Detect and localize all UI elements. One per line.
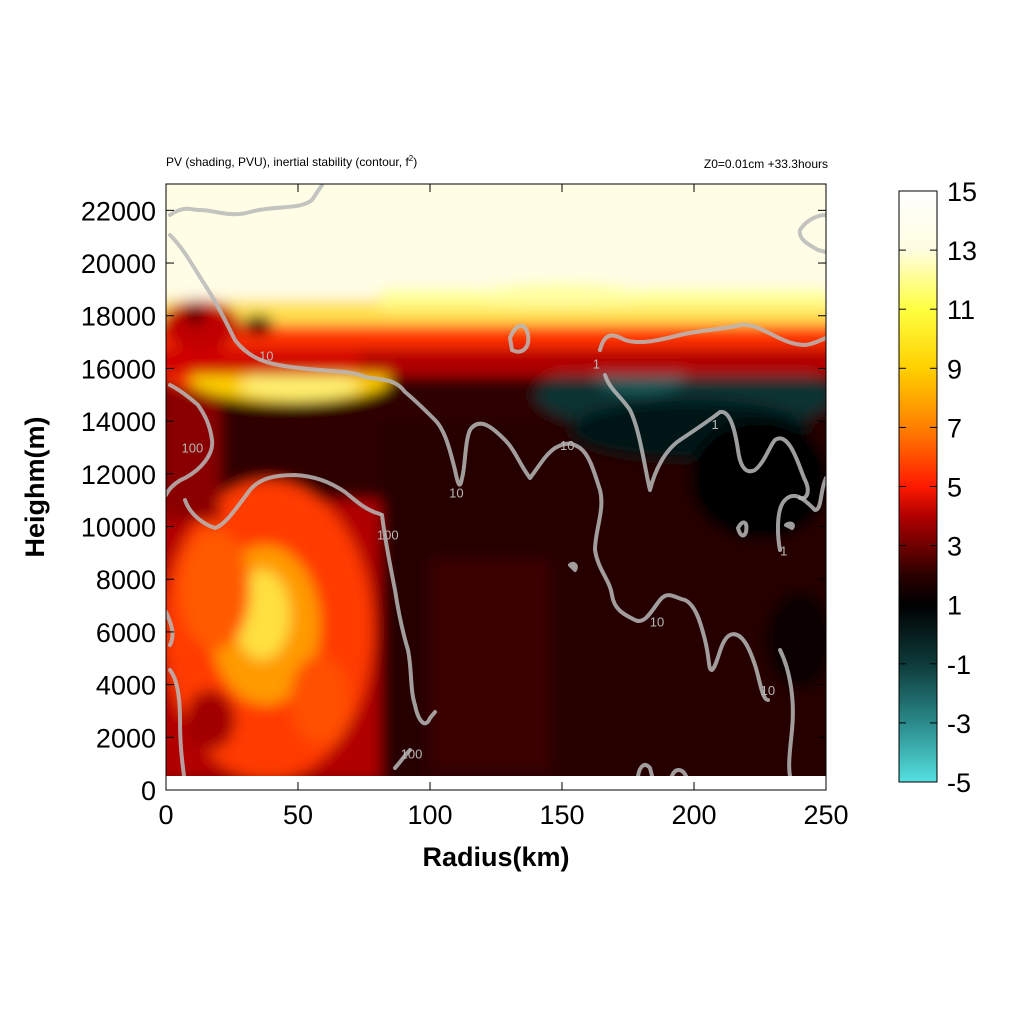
- x-tick-label: 50: [283, 800, 313, 830]
- x-tick-label: 100: [407, 800, 452, 830]
- colorbar-tick-label: -3: [947, 709, 971, 739]
- y-tick-label: 12000: [81, 460, 156, 490]
- colorbar-tick-label: -1: [947, 650, 971, 680]
- contour-label: 10: [560, 438, 574, 453]
- y-tick-label: 14000: [81, 407, 156, 437]
- contour-line: [166, 383, 215, 497]
- contour-line: [166, 610, 175, 647]
- y-tick-label: 4000: [96, 671, 156, 701]
- contour-label: 10: [259, 349, 273, 364]
- contour-line: [183, 473, 382, 530]
- contour-label: 1: [712, 417, 719, 432]
- inertial-stability-contours: [166, 184, 826, 776]
- contour-line: [636, 763, 654, 776]
- contour-line: [568, 561, 578, 572]
- chart-run-info: Z0=0.01cm +33.3hours: [704, 157, 828, 171]
- axis-ticks: [165, 184, 827, 791]
- colorbar-ticks: 15 13 11 9 7 5 3 1 -1 -3 -5: [899, 177, 977, 798]
- contour-label: 10: [449, 486, 463, 501]
- x-tick-label: 200: [671, 800, 716, 830]
- colorbar-tick-label: 9: [947, 354, 962, 384]
- y-tick-label: 8000: [96, 565, 156, 595]
- colorbar-tick-label: 3: [947, 532, 962, 562]
- contour-label: 1: [593, 356, 600, 371]
- plot-frame: [165, 183, 827, 791]
- y-tick-label: 2000: [96, 723, 156, 753]
- contour-label: 1: [780, 544, 787, 559]
- contour-line: [598, 322, 826, 352]
- y-tick-labels: 0 2000 4000 6000 8000 10000 12000 14000 16000 180…: [81, 196, 156, 806]
- contour-label: 100: [377, 528, 399, 543]
- contour-label: 10: [761, 683, 775, 698]
- contour-line: [778, 648, 795, 776]
- contour-line: [380, 513, 437, 726]
- colorbar-tick-label: 15: [947, 177, 977, 207]
- pv-shading-field: 10 100 10 10 1 1 100 10 10 1 100: [166, 184, 826, 790]
- contour-label: 100: [401, 746, 423, 761]
- contour-line: [393, 748, 412, 770]
- y-tick-label: 22000: [81, 196, 156, 226]
- contour-line: [168, 184, 324, 217]
- contour-line: [508, 323, 531, 354]
- x-tick-label: 250: [803, 800, 848, 830]
- contour-line: [168, 233, 770, 702]
- colorbar-tick-label: 1: [947, 591, 962, 621]
- y-tick-label: 6000: [96, 618, 156, 648]
- no-data-strip: [166, 777, 826, 790]
- colorbar-tick-label: 7: [947, 413, 962, 443]
- x-tick-labels: 0 50 100 150 200 250: [158, 800, 848, 830]
- y-tick-label: 10000: [81, 513, 156, 543]
- colorbar-tick-label: 5: [947, 473, 962, 503]
- y-axis-label: Heighm(m): [20, 417, 50, 558]
- y-tick-label: 20000: [81, 249, 156, 279]
- chart-title: PV (shading, PVU), inertial stability (c…: [166, 154, 417, 169]
- y-tick-label: 18000: [81, 302, 156, 332]
- contour-line: [797, 213, 826, 254]
- x-tick-label: 0: [158, 800, 173, 830]
- contour-label: 10: [650, 615, 664, 630]
- colorbar-tick-label: 11: [947, 295, 975, 325]
- colorbar-tick-label: -5: [947, 768, 971, 798]
- contour-line: [603, 373, 810, 501]
- y-tick-label: 0: [141, 776, 156, 806]
- contour-line: [168, 668, 186, 776]
- contour-line: [784, 521, 795, 530]
- x-tick-label: 150: [539, 800, 584, 830]
- colorbar-tick-label: 13: [947, 236, 977, 266]
- y-tick-label: 16000: [81, 354, 156, 384]
- contour-line: [736, 520, 749, 538]
- contour-line: [776, 476, 826, 552]
- contour-label: 100: [182, 441, 204, 456]
- x-axis-label: Radius(km): [422, 842, 569, 872]
- contour-line: [670, 768, 688, 776]
